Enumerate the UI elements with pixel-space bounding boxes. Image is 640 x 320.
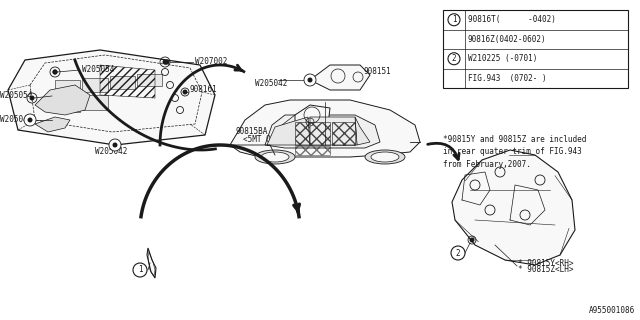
Circle shape <box>24 114 36 126</box>
Polygon shape <box>267 117 310 145</box>
Text: W205054: W205054 <box>82 66 115 75</box>
Polygon shape <box>82 95 108 110</box>
Circle shape <box>470 237 474 243</box>
Text: W205042: W205042 <box>0 116 33 124</box>
Ellipse shape <box>261 152 289 162</box>
Circle shape <box>307 77 312 83</box>
Circle shape <box>52 69 58 75</box>
Text: 2: 2 <box>456 249 460 258</box>
Ellipse shape <box>371 152 399 162</box>
Text: W205054: W205054 <box>0 92 33 100</box>
Text: FIG.943  (0702- ): FIG.943 (0702- ) <box>468 74 547 83</box>
Polygon shape <box>35 117 70 132</box>
Text: 2: 2 <box>452 54 456 63</box>
Polygon shape <box>8 50 215 145</box>
Text: 1: 1 <box>452 15 456 24</box>
Polygon shape <box>147 248 156 278</box>
Circle shape <box>448 14 460 26</box>
Text: * 90815Z<LH>: * 90815Z<LH> <box>518 266 573 275</box>
Circle shape <box>109 139 121 151</box>
Polygon shape <box>310 117 357 145</box>
Circle shape <box>28 117 33 123</box>
Text: W205042: W205042 <box>95 148 127 156</box>
Text: 90816T(      -0402): 90816T( -0402) <box>468 15 556 24</box>
Text: 908161: 908161 <box>190 85 218 94</box>
Polygon shape <box>355 117 370 145</box>
Circle shape <box>164 60 170 65</box>
Polygon shape <box>137 74 162 86</box>
Text: <5MT ONLY>: <5MT ONLY> <box>243 134 289 143</box>
Text: 908151: 908151 <box>363 68 391 76</box>
Bar <box>443 10 628 88</box>
Polygon shape <box>35 85 90 115</box>
Text: W210225 (-0701): W210225 (-0701) <box>468 54 538 63</box>
Polygon shape <box>82 78 108 92</box>
Polygon shape <box>265 115 380 148</box>
Circle shape <box>29 95 35 100</box>
Text: 90815BA: 90815BA <box>236 127 268 137</box>
Polygon shape <box>110 76 135 89</box>
Circle shape <box>163 60 168 65</box>
Circle shape <box>182 90 188 94</box>
Circle shape <box>52 69 58 75</box>
Text: W207002: W207002 <box>195 58 227 67</box>
Polygon shape <box>295 105 330 128</box>
Circle shape <box>304 74 316 86</box>
Text: 1: 1 <box>138 266 142 275</box>
Text: *90815Y and 90815Z are included
in rear quater trim of FIG.943
from February,200: *90815Y and 90815Z are included in rear … <box>443 135 586 169</box>
Polygon shape <box>452 150 575 265</box>
Circle shape <box>133 263 147 277</box>
Circle shape <box>113 142 118 148</box>
Text: A955001086: A955001086 <box>589 306 635 315</box>
Polygon shape <box>230 100 420 157</box>
Polygon shape <box>55 98 80 112</box>
Circle shape <box>448 53 460 65</box>
Circle shape <box>451 246 465 260</box>
Text: * 90815Y<RH>: * 90815Y<RH> <box>518 259 573 268</box>
Text: W205042: W205042 <box>255 78 287 87</box>
Polygon shape <box>55 80 80 95</box>
Polygon shape <box>310 65 370 90</box>
Ellipse shape <box>365 150 405 164</box>
Ellipse shape <box>255 150 295 164</box>
Text: 90816Z(0402-0602): 90816Z(0402-0602) <box>468 35 547 44</box>
